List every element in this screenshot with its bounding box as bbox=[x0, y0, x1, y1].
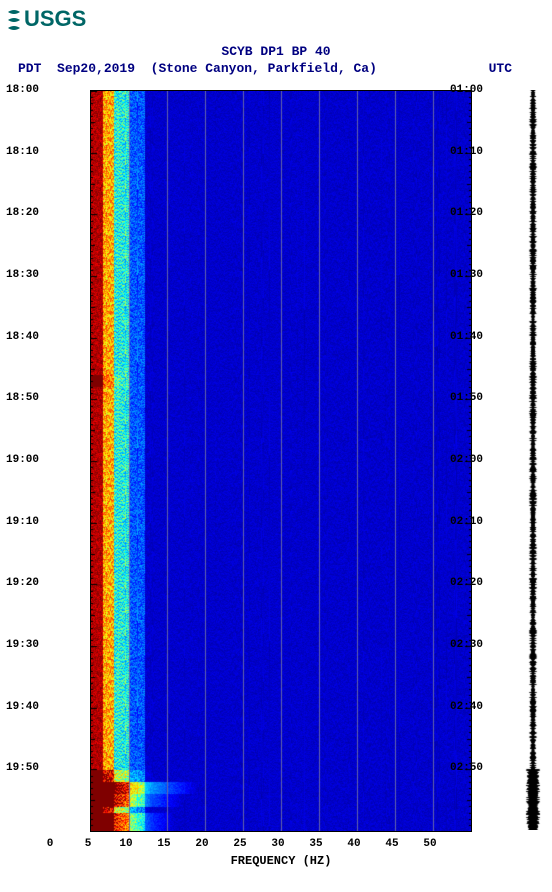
x-tick-label: 20 bbox=[195, 838, 208, 850]
x-tick-label: 0 bbox=[47, 838, 54, 850]
y-tick-label: 01:00 bbox=[450, 84, 483, 96]
x-tick-label: 5 bbox=[85, 838, 92, 850]
y-tick-label: 18:50 bbox=[6, 392, 39, 404]
y-tick-label: 02:40 bbox=[450, 701, 483, 713]
x-axis: FREQUENCY (HZ) 0 5 10 15 20 25 30 35 40 45 50 bbox=[50, 832, 512, 874]
logo-text: USGS bbox=[24, 6, 86, 31]
y-tick-label: 02:20 bbox=[450, 577, 483, 589]
y-tick-label: 01:20 bbox=[450, 207, 483, 219]
x-tick-label: 30 bbox=[271, 838, 284, 850]
y-tick-label: 19:30 bbox=[6, 639, 39, 651]
y-tick-label: 18:20 bbox=[6, 207, 39, 219]
x-tick-label: 15 bbox=[157, 838, 170, 850]
y-tick-label: 01:40 bbox=[450, 331, 483, 343]
x-axis-label: FREQUENCY (HZ) bbox=[231, 854, 332, 868]
x-tick-label: 25 bbox=[233, 838, 246, 850]
usgs-logo: USGS bbox=[0, 0, 552, 36]
y-tick-label: 18:00 bbox=[6, 84, 39, 96]
waveform-canvas bbox=[518, 90, 548, 830]
y-tick-label: 19:20 bbox=[6, 577, 39, 589]
y-axis-left: 18:0018:1018:2018:3018:4018:5019:0019:10… bbox=[6, 90, 50, 830]
y-axis-right: 01:0001:1001:2001:3001:4001:5002:0002:10… bbox=[450, 90, 494, 830]
y-tick-label: 01:30 bbox=[450, 269, 483, 281]
spectrogram-canvas bbox=[90, 90, 472, 832]
y-tick-label: 02:00 bbox=[450, 454, 483, 466]
chart-subtitle: PDT Sep20,2019 (Stone Canyon, Parkfield,… bbox=[0, 61, 552, 76]
y-tick-label: 19:40 bbox=[6, 701, 39, 713]
x-tick-label: 35 bbox=[309, 838, 322, 850]
y-tick-label: 01:50 bbox=[450, 392, 483, 404]
y-tick-label: 19:50 bbox=[6, 762, 39, 774]
y-tick-label: 18:10 bbox=[6, 146, 39, 158]
y-tick-label: 01:10 bbox=[450, 146, 483, 158]
x-tick-label: 40 bbox=[347, 838, 360, 850]
x-tick-label: 50 bbox=[423, 838, 436, 850]
chart-title: SCYB DP1 BP 40 bbox=[0, 44, 552, 59]
x-tick-label: 10 bbox=[119, 838, 132, 850]
y-tick-label: 19:10 bbox=[6, 516, 39, 528]
spectrogram-container: 18:0018:1018:2018:3018:4018:5019:0019:10… bbox=[0, 90, 552, 832]
x-tick-label: 45 bbox=[385, 838, 398, 850]
y-tick-label: 18:30 bbox=[6, 269, 39, 281]
y-tick-label: 02:50 bbox=[450, 762, 483, 774]
y-tick-label: 19:00 bbox=[6, 454, 39, 466]
y-tick-label: 18:40 bbox=[6, 331, 39, 343]
y-tick-label: 02:30 bbox=[450, 639, 483, 651]
y-tick-label: 02:10 bbox=[450, 516, 483, 528]
